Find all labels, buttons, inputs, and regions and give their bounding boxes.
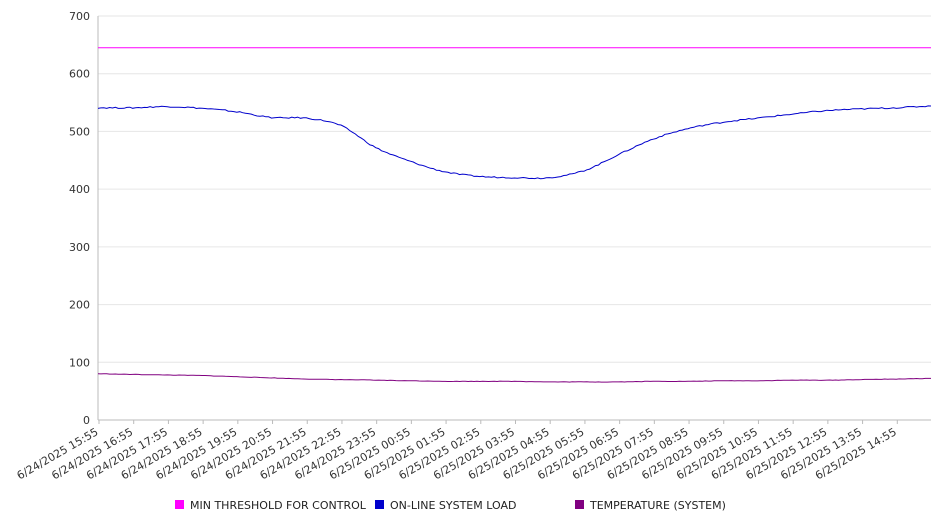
x-tick-labels: 6/24/2025 15:556/24/2025 16:556/24/2025 … — [15, 420, 899, 482]
grid-lines — [98, 15, 931, 363]
legend-swatch — [375, 500, 384, 509]
y-tick-label: 400 — [69, 183, 90, 196]
y-tick-label: 200 — [69, 299, 90, 312]
series-line-1 — [97, 105, 932, 180]
y-tick-label: 500 — [69, 125, 90, 138]
y-tick-labels: 0 100 200 300 400 500 600 700 — [69, 10, 90, 427]
y-tick-label: 100 — [69, 356, 90, 369]
axes — [97, 16, 931, 421]
y-tick-label: 300 — [69, 241, 90, 254]
legend-label: ON-LINE SYSTEM LOAD — [390, 499, 516, 512]
y-tick-label: 600 — [69, 68, 90, 81]
legend-label: TEMPERATURE (SYSTEM) — [589, 499, 726, 512]
series-lines — [97, 47, 932, 383]
y-tick-label: 700 — [69, 10, 90, 23]
legend-label: MIN THRESHOLD FOR CONTROL — [190, 499, 367, 512]
legend-swatch — [175, 500, 184, 509]
y-tick-label: 0 — [83, 414, 90, 427]
series-line-2 — [97, 373, 931, 383]
legend-swatch — [575, 500, 584, 509]
legend: MIN THRESHOLD FOR CONTROL ON-LINE SYSTEM … — [175, 499, 726, 512]
